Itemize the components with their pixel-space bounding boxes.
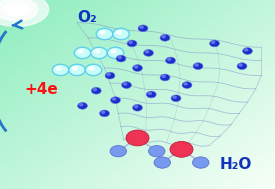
- Circle shape: [100, 110, 109, 117]
- Circle shape: [91, 47, 107, 59]
- Circle shape: [79, 104, 83, 106]
- Circle shape: [113, 28, 129, 40]
- Circle shape: [116, 55, 126, 62]
- Circle shape: [78, 102, 87, 109]
- Circle shape: [243, 48, 252, 54]
- Circle shape: [69, 64, 85, 76]
- Circle shape: [52, 64, 69, 76]
- Circle shape: [171, 95, 181, 102]
- Text: O₂: O₂: [77, 10, 97, 25]
- Circle shape: [160, 34, 170, 41]
- Circle shape: [85, 64, 102, 76]
- Circle shape: [122, 82, 131, 88]
- Circle shape: [144, 50, 153, 56]
- Circle shape: [195, 64, 198, 66]
- Circle shape: [166, 57, 175, 64]
- Text: +4e: +4e: [25, 83, 59, 98]
- Circle shape: [111, 50, 116, 53]
- Circle shape: [118, 56, 121, 59]
- Circle shape: [133, 65, 142, 71]
- Circle shape: [100, 31, 105, 34]
- Ellipse shape: [4, 3, 29, 16]
- Circle shape: [96, 28, 113, 40]
- Circle shape: [193, 63, 203, 70]
- Circle shape: [74, 47, 91, 59]
- Circle shape: [237, 63, 247, 70]
- Circle shape: [73, 67, 78, 70]
- Circle shape: [154, 157, 170, 168]
- Circle shape: [140, 26, 143, 28]
- Circle shape: [111, 97, 120, 104]
- Circle shape: [105, 72, 115, 79]
- Circle shape: [244, 49, 248, 51]
- Circle shape: [162, 36, 165, 38]
- Circle shape: [134, 66, 138, 68]
- Circle shape: [182, 82, 192, 88]
- Circle shape: [138, 25, 148, 32]
- Circle shape: [126, 130, 149, 146]
- Circle shape: [110, 146, 126, 157]
- Circle shape: [89, 67, 94, 70]
- Ellipse shape: [0, 0, 38, 21]
- Circle shape: [160, 74, 170, 81]
- Circle shape: [184, 83, 187, 85]
- Circle shape: [239, 64, 242, 66]
- Circle shape: [148, 92, 152, 94]
- Circle shape: [107, 47, 124, 59]
- Text: H₂O: H₂O: [220, 157, 252, 172]
- Circle shape: [192, 157, 209, 168]
- Circle shape: [162, 75, 165, 77]
- Circle shape: [129, 41, 132, 43]
- Circle shape: [127, 40, 137, 47]
- Circle shape: [95, 50, 100, 53]
- Circle shape: [91, 87, 101, 94]
- Circle shape: [145, 51, 149, 53]
- Circle shape: [134, 105, 138, 108]
- Circle shape: [133, 104, 142, 111]
- Circle shape: [211, 41, 215, 43]
- Circle shape: [146, 91, 156, 98]
- Circle shape: [117, 31, 122, 34]
- Circle shape: [101, 111, 105, 113]
- Circle shape: [78, 50, 83, 53]
- Circle shape: [210, 40, 219, 47]
- Circle shape: [170, 141, 193, 157]
- Circle shape: [148, 146, 165, 157]
- Circle shape: [123, 83, 127, 85]
- Circle shape: [56, 67, 61, 70]
- Circle shape: [167, 58, 171, 60]
- Circle shape: [173, 96, 176, 98]
- Ellipse shape: [0, 0, 49, 26]
- Circle shape: [112, 98, 116, 100]
- Circle shape: [107, 73, 110, 76]
- Circle shape: [93, 88, 97, 91]
